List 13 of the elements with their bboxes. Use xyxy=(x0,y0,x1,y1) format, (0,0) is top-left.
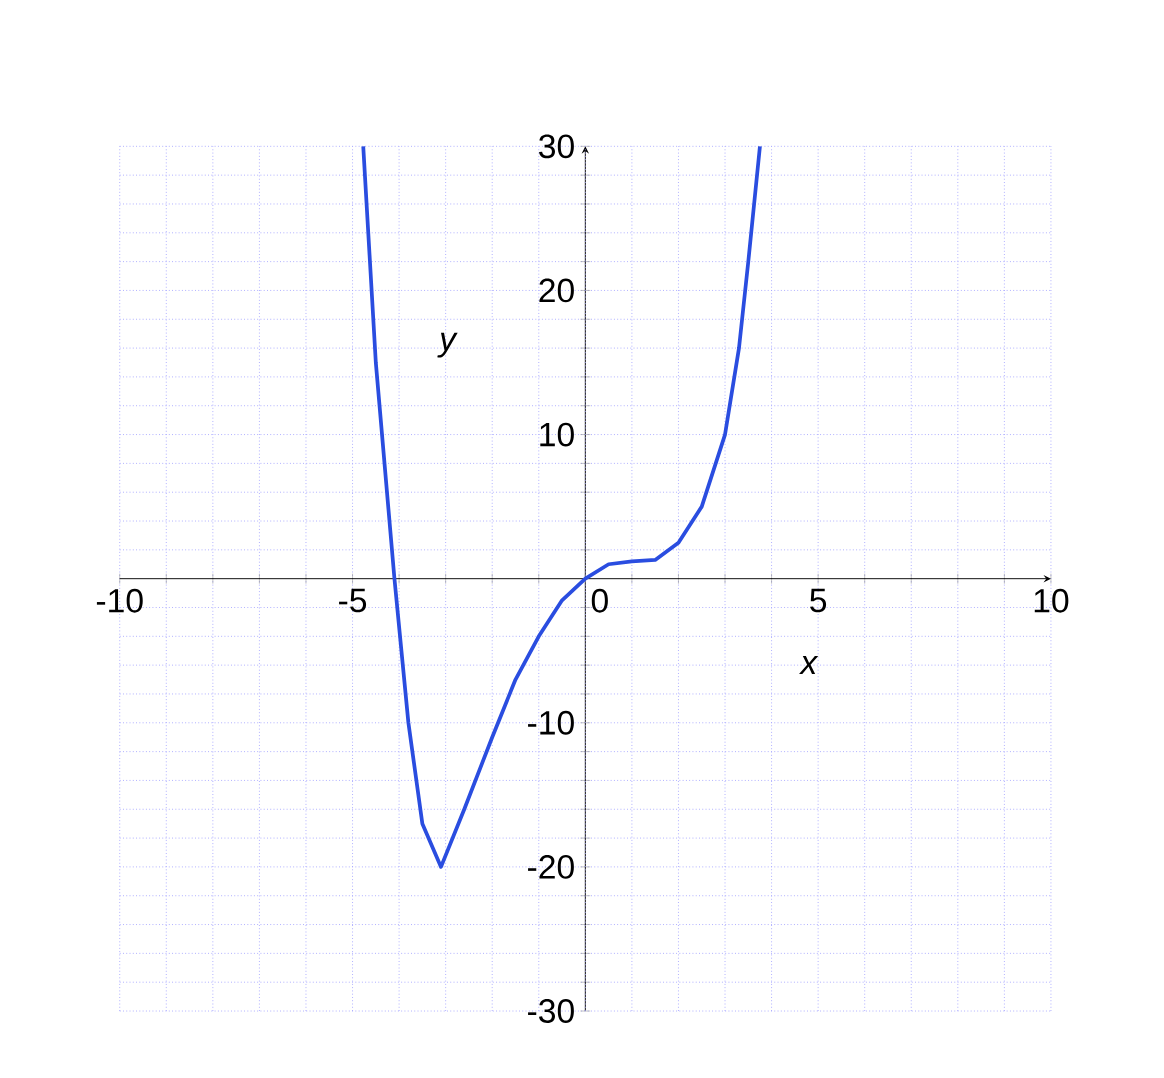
y-tick-label: 30 xyxy=(539,134,574,159)
x-tick-label: -10 xyxy=(96,589,143,613)
y-tick-label: 10 xyxy=(540,422,574,447)
x-tick-label: 0 xyxy=(591,589,608,613)
x-axis-title: x xyxy=(799,656,819,675)
x-tick-label: 10 xyxy=(1034,589,1069,613)
y-tick-label: 20 xyxy=(539,278,574,303)
x-tick-label: 5 xyxy=(810,589,827,613)
y-tick-label: -10 xyxy=(528,711,574,735)
y-tick-label: -20 xyxy=(528,855,574,880)
y-axis-title: y xyxy=(437,333,458,358)
y-tick-label: -30 xyxy=(528,999,574,1024)
x-tick-label: -5 xyxy=(339,589,367,613)
